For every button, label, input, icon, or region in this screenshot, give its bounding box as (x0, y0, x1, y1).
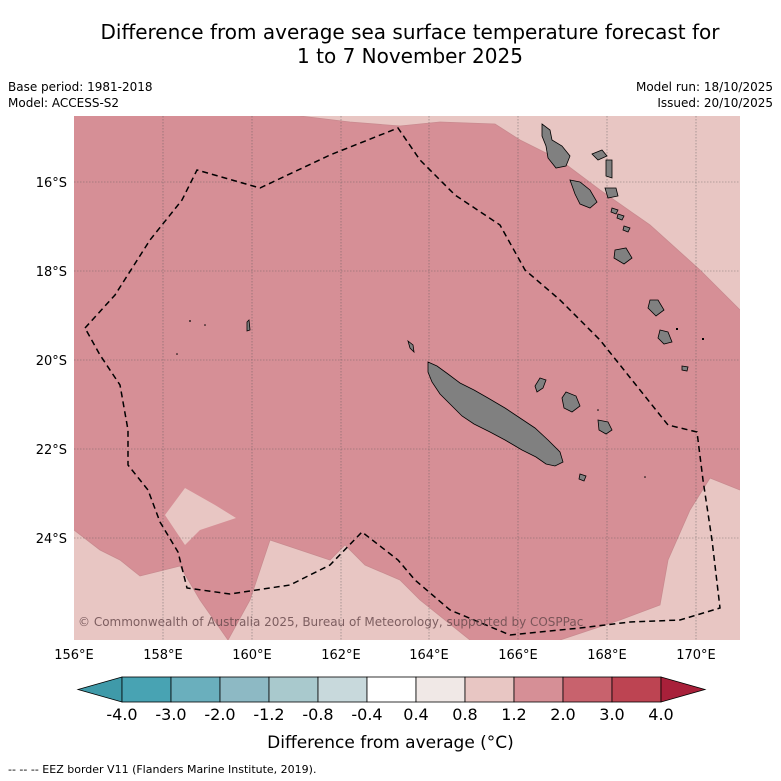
colorbar-extend-high (660, 676, 707, 703)
land-erromango (647, 299, 665, 317)
lon-label-160e: 160°E (232, 648, 272, 663)
land-mare (597, 419, 613, 435)
base-period: Base period: 1981-2018 (8, 80, 153, 94)
land-ouvea (534, 377, 547, 393)
land-isle-of-pines (578, 473, 587, 482)
colorbar-tick-label: 0.8 (452, 705, 477, 724)
colorbar-tick-label: 4.0 (648, 705, 673, 724)
colorbar-tick-label: -0.4 (351, 705, 382, 724)
colorbar-tick-label: -3.0 (155, 705, 186, 724)
colorbar-segment (611, 676, 662, 703)
colorbar-segment (317, 676, 368, 703)
colorbar-tick-label: 1.2 (501, 705, 526, 724)
colorbar-tick-label: -2.0 (204, 705, 235, 724)
map-title-line2: 1 to 7 November 2025 (297, 44, 523, 68)
land-new-caledonia (427, 361, 564, 467)
colorbar-extend-low (76, 676, 123, 703)
eez-border (84, 127, 721, 636)
colorbar-tick-label: 3.0 (599, 705, 624, 724)
lat-label-16s: 16°S (36, 176, 67, 191)
colorbar-tick-label: -1.2 (253, 705, 284, 724)
anomaly-zone-0-8-to-1-2-southwest (74, 530, 228, 640)
issued-date: Issued: 20/10/2025 (657, 96, 773, 110)
map-area (74, 116, 740, 640)
model-name: Model: ACCESS-S2 (8, 96, 120, 110)
anomaly-zone-0-8-to-1-2-patch (165, 488, 236, 545)
lat-label-22s: 22°S (36, 443, 67, 458)
lon-label-164e: 164°E (409, 648, 449, 663)
anomaly-zone-0-8-to-1-2-southeast (560, 478, 740, 640)
anomaly-zone-0-8-to-1-2-northeast (300, 116, 740, 310)
model-run: Model run: 18/10/2025 (635, 80, 773, 94)
colorbar-segment (121, 676, 172, 703)
anomaly-zone-0-8-to-1-2-south (228, 540, 470, 640)
colorbar-tick-label: -4.0 (106, 705, 137, 724)
land-lifou (561, 391, 581, 413)
lat-label-24s: 24°S (36, 532, 67, 547)
lon-label-170e: 170°E (676, 648, 716, 663)
colorbar-segment (268, 676, 319, 703)
colorbar: -4.0 -3.0 -2.0 -1.2 -0.8 -0.4 0.4 0.8 1.2 2.0 3.0 4… (76, 676, 707, 724)
colorbar-segment (513, 676, 564, 703)
eez-legend-note: -- -- -- EEZ border V11 (Flanders Marine… (8, 763, 317, 776)
lon-label-156e: 156°E (54, 648, 94, 663)
colorbar-tick-label: 0.4 (403, 705, 428, 724)
land-malakula (569, 179, 598, 209)
lon-label-168e: 168°E (587, 648, 627, 663)
lon-label-166e: 166°E (498, 648, 538, 663)
map-title-line1: Difference from average sea surface temp… (100, 20, 720, 44)
lat-label-18s: 18°S (36, 265, 67, 280)
colorbar-tick-label: 2.0 (550, 705, 575, 724)
land-tanna (657, 329, 673, 345)
colorbar-segment (366, 676, 417, 703)
land-efate (613, 247, 633, 265)
lon-label-162e: 162°E (321, 648, 361, 663)
lon-label-158e: 158°E (143, 648, 183, 663)
colorbar-label: Difference from average (°C) (267, 733, 514, 753)
colorbar-segment (562, 676, 613, 703)
land-espiritu-santo (541, 123, 571, 169)
colorbar-tick-label: -0.8 (302, 705, 333, 724)
colorbar-segment (170, 676, 221, 703)
copyright-notice: © Commonwealth of Australia 2025, Bureau… (78, 615, 583, 629)
colorbar-segment (415, 676, 466, 703)
colorbar-segment (464, 676, 515, 703)
lat-label-20s: 20°S (36, 354, 67, 369)
colorbar-segment (219, 676, 270, 703)
